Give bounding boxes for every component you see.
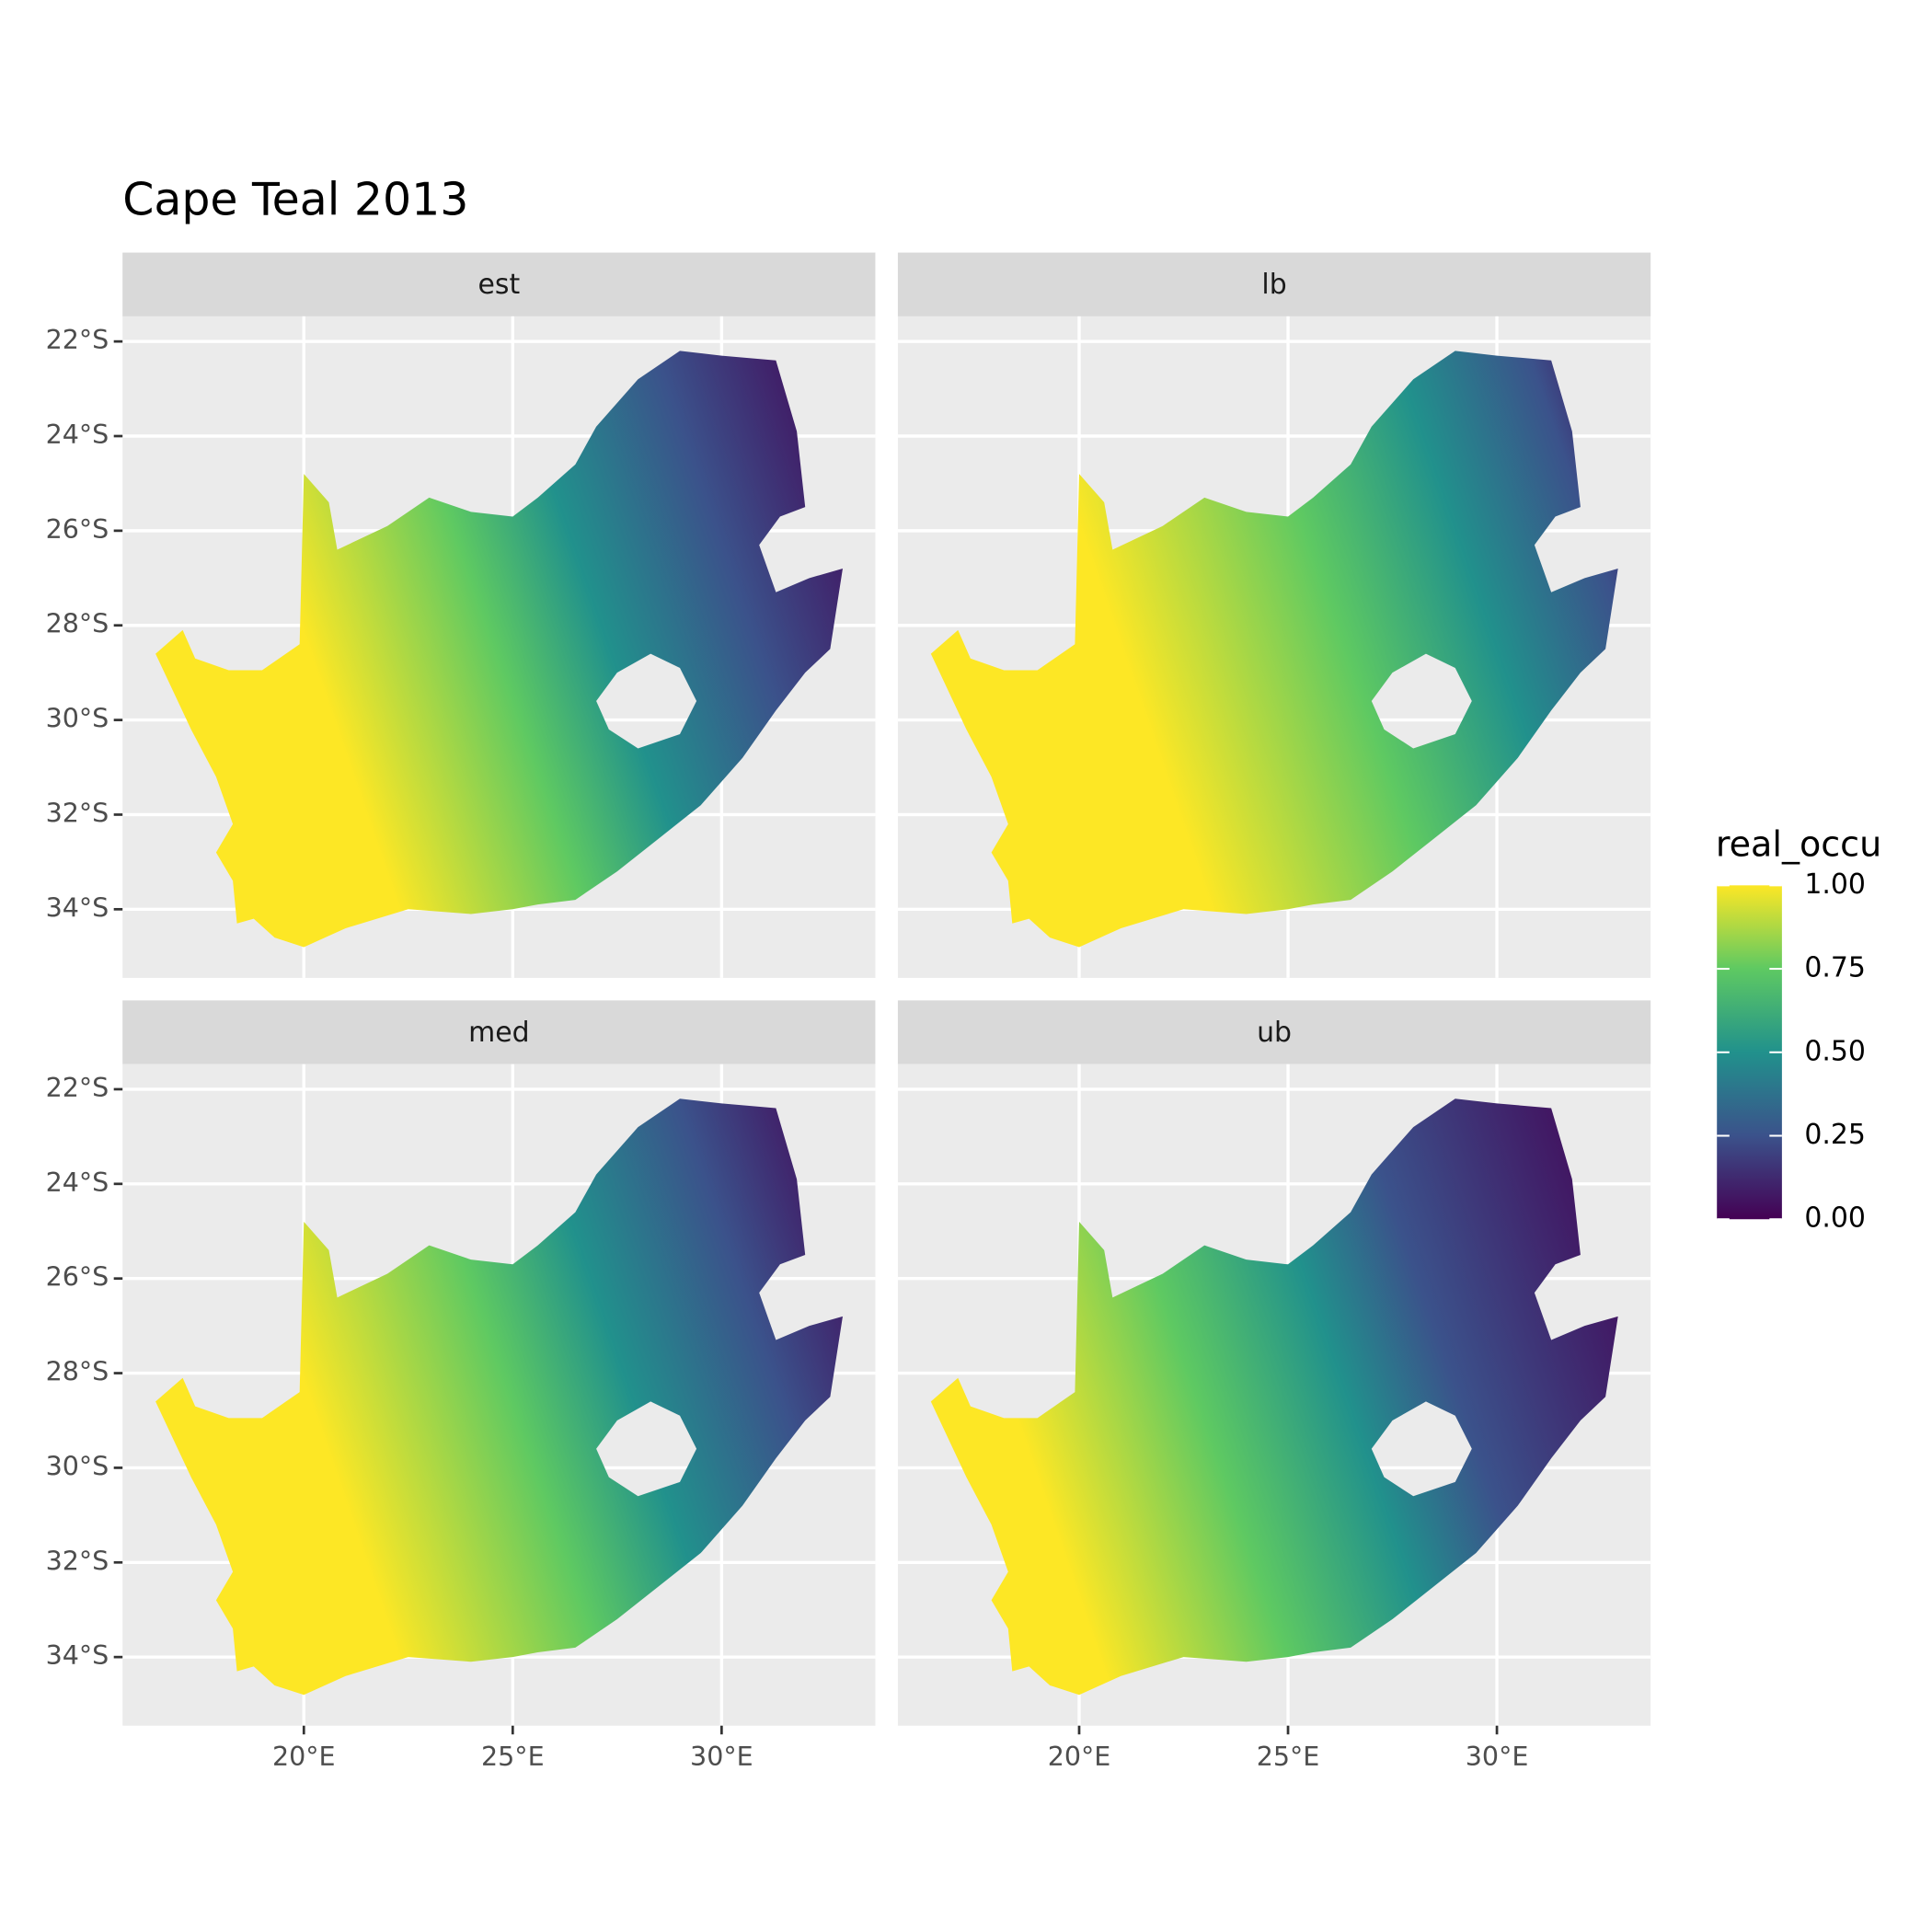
facet-label: lb — [1261, 269, 1286, 301]
y-tick-label: 34°S — [46, 892, 109, 923]
legend-label: 0.25 — [1804, 1119, 1866, 1151]
facet-label: ub — [1257, 1017, 1292, 1049]
y-tick-label: 30°S — [46, 1451, 109, 1481]
chart-title: Cape Teal 2013 — [122, 174, 468, 226]
y-tick-label: 28°S — [46, 609, 109, 639]
y-tick-label: 26°S — [46, 1262, 109, 1293]
y-tick-label: 30°S — [46, 704, 109, 734]
y-tick-label: 28°S — [46, 1357, 109, 1387]
x-tick-label: 20°E — [272, 1742, 336, 1772]
y-tick-label: 22°S — [46, 1073, 109, 1103]
y-tick-label: 32°S — [46, 1546, 109, 1576]
legend-label: 1.00 — [1804, 868, 1866, 901]
legend-label: 0.50 — [1804, 1035, 1866, 1067]
x-tick-label: 25°E — [1257, 1742, 1320, 1772]
y-tick-label: 22°S — [46, 325, 109, 355]
y-tick-label: 24°S — [46, 420, 109, 450]
legend-label: 0.00 — [1804, 1202, 1866, 1235]
x-tick-label: 30°E — [1466, 1742, 1529, 1772]
y-tick-label: 32°S — [46, 798, 109, 828]
facet-label: med — [468, 1017, 529, 1049]
facet-strip — [897, 252, 1651, 316]
legend-label: 0.75 — [1804, 952, 1866, 984]
facet-strip — [897, 1000, 1651, 1064]
occupancy-region — [930, 351, 1618, 948]
occupancy-region — [155, 351, 843, 948]
legend-title: real_occu — [1716, 824, 1881, 865]
x-tick-label: 30°E — [690, 1742, 753, 1772]
occupancy-region — [930, 1098, 1618, 1696]
occupancy-region — [155, 1098, 843, 1696]
facet-label: est — [477, 269, 520, 301]
x-tick-label: 20°E — [1048, 1742, 1111, 1772]
y-tick-label: 24°S — [46, 1167, 109, 1198]
facet-strip — [122, 252, 876, 316]
y-tick-label: 34°S — [46, 1640, 109, 1671]
y-tick-label: 26°S — [46, 514, 109, 545]
facet-strip — [122, 1000, 876, 1064]
x-tick-label: 25°E — [481, 1742, 545, 1772]
